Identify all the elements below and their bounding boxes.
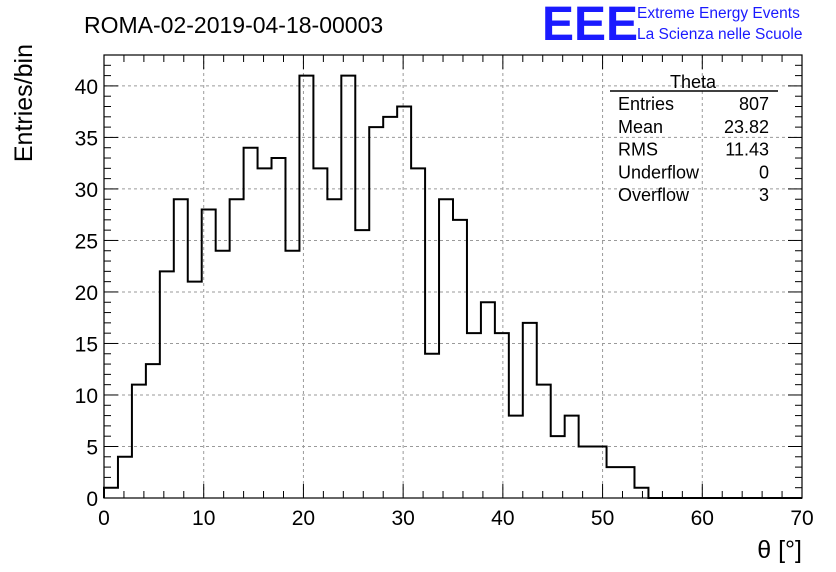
stats-row-value: 807 bbox=[739, 94, 769, 114]
y-tick-label: 40 bbox=[75, 76, 98, 99]
grid-lines bbox=[104, 55, 802, 498]
histogram-bin bbox=[188, 282, 202, 498]
y-tick-label: 5 bbox=[86, 436, 98, 459]
histogram-bin bbox=[369, 127, 383, 498]
histogram-bin bbox=[565, 416, 579, 498]
histogram-bin bbox=[285, 251, 299, 498]
histogram-bin bbox=[272, 158, 286, 498]
histogram-bin bbox=[313, 168, 327, 498]
y-tick-label: 25 bbox=[75, 230, 98, 253]
stats-row-label: RMS bbox=[618, 140, 658, 160]
y-tick-label: 30 bbox=[75, 179, 98, 202]
stats-row-value: 11.43 bbox=[725, 140, 769, 160]
logo-mark: EEE bbox=[542, 0, 638, 51]
x-tick-label: 40 bbox=[491, 507, 514, 530]
stats-title: Theta bbox=[670, 72, 717, 92]
histogram-bin bbox=[258, 168, 272, 498]
histogram-outline bbox=[103, 74, 802, 499]
stats-row-value: 3 bbox=[759, 185, 769, 205]
y-tick-label: 35 bbox=[75, 127, 98, 150]
histogram-bin bbox=[593, 446, 607, 498]
histogram-bin bbox=[160, 271, 174, 498]
stats-rows: Entries 807 Mean 23.82 RMS 11.43 Underflow 0 Ove… bbox=[618, 94, 769, 205]
histogram-bin bbox=[453, 220, 467, 498]
histogram-bin bbox=[299, 76, 313, 498]
x-tick-label: 20 bbox=[292, 507, 315, 530]
x-tick-label: 30 bbox=[391, 507, 414, 530]
histogram-bin bbox=[425, 354, 439, 498]
plot-frame bbox=[103, 54, 803, 499]
x-tick-label: 0 bbox=[98, 507, 110, 530]
plot-border bbox=[103, 54, 803, 499]
stats-row-label: Overflow bbox=[618, 185, 690, 205]
chart-title: ROMA-02-2019-04-18-00003 bbox=[84, 12, 383, 38]
stats-row-label: Entries bbox=[618, 94, 674, 114]
histogram bbox=[103, 74, 802, 499]
histogram-bin bbox=[481, 302, 495, 498]
histogram-bin bbox=[132, 385, 146, 498]
histogram-bin bbox=[174, 199, 188, 498]
histogram-bin bbox=[509, 416, 523, 498]
histogram-bin bbox=[383, 117, 397, 498]
histogram-bin bbox=[607, 467, 621, 498]
x-tick-label: 70 bbox=[790, 507, 813, 530]
eee-logo: EEE Extreme Energy Events La Scienza nel… bbox=[542, 0, 802, 51]
histogram-bin bbox=[341, 76, 355, 498]
histogram-bin bbox=[202, 210, 216, 498]
histogram-bin bbox=[439, 199, 453, 498]
logo-line-1: Extreme Energy Events bbox=[637, 5, 800, 22]
y-tick-label: 15 bbox=[75, 333, 98, 356]
histogram-bin bbox=[118, 457, 132, 498]
x-tick-label: 10 bbox=[192, 507, 215, 530]
histogram-bin bbox=[146, 364, 160, 498]
stats-box: Theta Entries 807 Mean 23.82 RMS 11.43 Underfl… bbox=[610, 72, 778, 205]
y-axis-title: Entries/bin bbox=[10, 44, 38, 162]
histogram-bin bbox=[537, 385, 551, 498]
stats-row-label: Mean bbox=[618, 117, 663, 137]
histogram-bin bbox=[523, 323, 537, 498]
histogram-bin bbox=[551, 436, 565, 498]
axis-ticks bbox=[103, 54, 803, 499]
histogram-bin bbox=[244, 148, 258, 498]
histogram-bin bbox=[355, 230, 369, 498]
y-tick-label: 20 bbox=[75, 282, 98, 305]
stats-row-value: 0 bbox=[759, 162, 769, 182]
histogram-bin bbox=[579, 446, 593, 498]
histogram-bin bbox=[397, 107, 411, 498]
histogram-bin bbox=[495, 333, 509, 498]
histogram-bin bbox=[104, 488, 118, 498]
stats-row-value: 23.82 bbox=[724, 117, 769, 137]
histogram-bin bbox=[327, 199, 341, 498]
x-tick-label: 60 bbox=[691, 507, 714, 530]
x-tick-label: 50 bbox=[591, 507, 614, 530]
histogram-bin bbox=[467, 333, 481, 498]
histogram-bin bbox=[216, 251, 230, 498]
histogram-bin bbox=[230, 199, 244, 498]
stats-row-label: Underflow bbox=[618, 162, 700, 182]
x-axis-title: θ [°] bbox=[757, 536, 802, 564]
histogram-bin bbox=[634, 488, 648, 498]
logo-line-2: La Scienza nelle Scuole bbox=[637, 26, 802, 43]
histogram-bin bbox=[411, 168, 425, 498]
y-tick-label: 0 bbox=[86, 488, 98, 511]
y-tick-label: 10 bbox=[75, 385, 98, 408]
